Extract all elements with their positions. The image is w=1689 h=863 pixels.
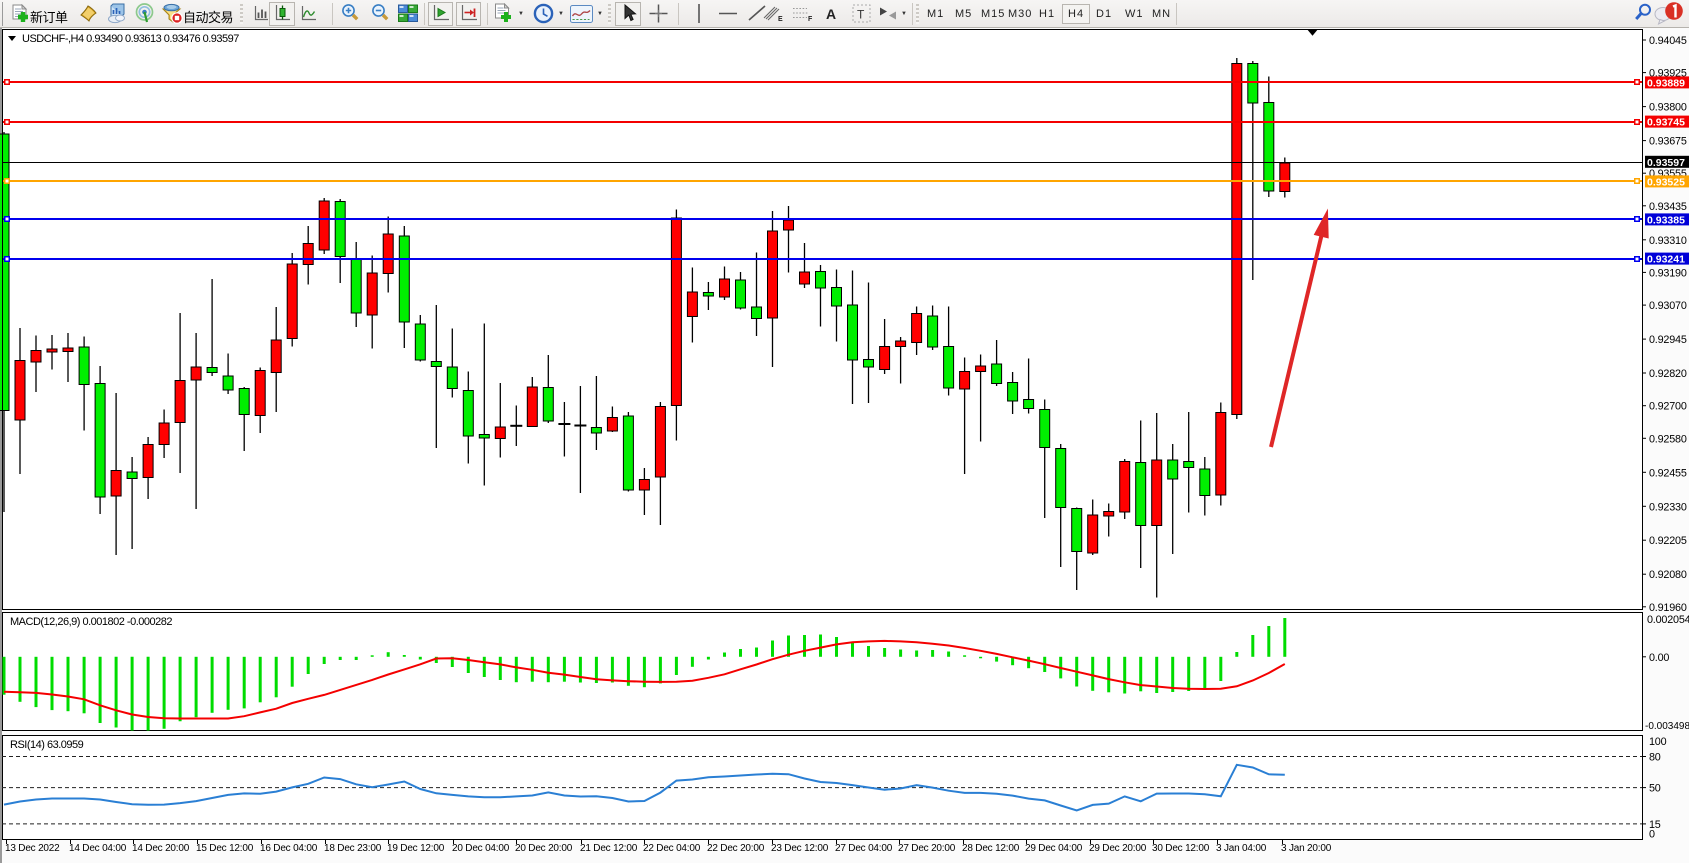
svg-text:20 Dec 20:00: 20 Dec 20:00 [515, 843, 573, 854]
svg-text:18 Dec 23:00: 18 Dec 23:00 [324, 843, 382, 854]
svg-text:0.00: 0.00 [1649, 652, 1669, 664]
svg-text:0.92080: 0.92080 [1649, 569, 1687, 581]
svg-text:0.92330: 0.92330 [1649, 501, 1687, 513]
svg-text:0.93597: 0.93597 [1647, 157, 1685, 169]
svg-text:0.93675: 0.93675 [1649, 136, 1687, 148]
svg-text:80: 80 [1649, 752, 1661, 764]
svg-text:29 Dec 20:00: 29 Dec 20:00 [1089, 843, 1147, 854]
svg-text:29 Dec 04:00: 29 Dec 04:00 [1025, 843, 1083, 854]
svg-text:28 Dec 12:00: 28 Dec 12:00 [962, 843, 1020, 854]
svg-text:E: E [778, 16, 783, 23]
svg-text:22 Dec 20:00: 22 Dec 20:00 [707, 843, 765, 854]
svg-text:0.93190: 0.93190 [1649, 267, 1687, 279]
svg-text:27 Dec 04:00: 27 Dec 04:00 [835, 843, 893, 854]
svg-text:MACD(12,26,9) 0.001802 -0.0002: MACD(12,26,9) 0.001802 -0.000282 [10, 616, 172, 628]
svg-text:0.93070: 0.93070 [1649, 300, 1687, 312]
svg-text:0.93385: 0.93385 [1647, 214, 1685, 226]
svg-text:0.93435: 0.93435 [1649, 201, 1687, 213]
svg-text:0: 0 [1649, 829, 1655, 841]
svg-text:3 Jan 20:00: 3 Jan 20:00 [1281, 843, 1332, 854]
svg-text:27 Dec 20:00: 27 Dec 20:00 [898, 843, 956, 854]
svg-text:0.93525: 0.93525 [1647, 176, 1685, 188]
svg-text:0.92820: 0.92820 [1649, 368, 1687, 380]
svg-text:-0.003498: -0.003498 [1645, 721, 1689, 732]
svg-text:0.92580: 0.92580 [1649, 433, 1687, 445]
svg-text:0.93241: 0.93241 [1647, 254, 1685, 266]
svg-text:15: 15 [1649, 819, 1661, 831]
svg-text:3 Jan 04:00: 3 Jan 04:00 [1216, 843, 1267, 854]
svg-text:23 Dec 12:00: 23 Dec 12:00 [771, 843, 829, 854]
svg-text:30 Dec 12:00: 30 Dec 12:00 [1152, 843, 1210, 854]
svg-text:T: T [857, 8, 865, 22]
svg-text:16 Dec 04:00: 16 Dec 04:00 [260, 843, 318, 854]
svg-text:14 Dec 20:00: 14 Dec 20:00 [132, 843, 190, 854]
svg-text:22 Dec 04:00: 22 Dec 04:00 [643, 843, 701, 854]
svg-text:19 Dec 12:00: 19 Dec 12:00 [387, 843, 445, 854]
svg-text:0.93889: 0.93889 [1647, 77, 1685, 89]
svg-text:0.92455: 0.92455 [1649, 467, 1687, 479]
svg-text:0.002054: 0.002054 [1647, 614, 1689, 626]
svg-text:0.92700: 0.92700 [1649, 401, 1687, 413]
svg-text:50: 50 [1649, 783, 1661, 795]
svg-text:F: F [808, 16, 813, 23]
svg-text:14 Dec 04:00: 14 Dec 04:00 [69, 843, 127, 854]
svg-text:0.92205: 0.92205 [1649, 535, 1687, 547]
svg-text:0.92945: 0.92945 [1649, 334, 1687, 346]
svg-text:20 Dec 04:00: 20 Dec 04:00 [452, 843, 510, 854]
svg-text:RSI(14) 63.0959: RSI(14) 63.0959 [10, 739, 84, 751]
svg-text:13 Dec 2022: 13 Dec 2022 [5, 843, 60, 854]
svg-text:0.94045: 0.94045 [1649, 35, 1687, 47]
svg-text:0.91960: 0.91960 [1649, 602, 1687, 614]
svg-text:21 Dec 12:00: 21 Dec 12:00 [580, 843, 638, 854]
svg-text:0.93800: 0.93800 [1649, 102, 1687, 114]
svg-text:100: 100 [1649, 736, 1667, 748]
svg-text:USDCHF-,H4 0.93490 0.93613 0.: USDCHF-,H4 0.93490 0.93613 0.93476 0.935… [22, 33, 239, 45]
svg-text:15 Dec 12:00: 15 Dec 12:00 [196, 843, 254, 854]
svg-text:0.93745: 0.93745 [1647, 117, 1685, 129]
svg-text:0.93310: 0.93310 [1649, 235, 1687, 247]
